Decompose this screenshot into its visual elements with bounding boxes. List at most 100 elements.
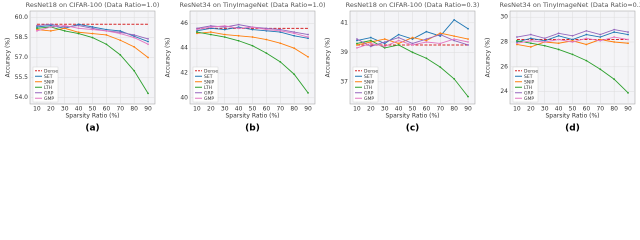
data-point bbox=[307, 33, 309, 36]
data-point bbox=[133, 45, 136, 48]
data-point bbox=[147, 56, 149, 59]
data-point bbox=[223, 36, 226, 38]
data-point bbox=[453, 39, 456, 42]
data-point bbox=[36, 28, 38, 31]
y-tick-label: 55.5 bbox=[15, 74, 29, 81]
data-point bbox=[571, 38, 574, 41]
x-axis-label: Sparsity Ratio (%) bbox=[65, 113, 119, 120]
data-point bbox=[613, 41, 616, 43]
data-point bbox=[397, 42, 400, 45]
data-point bbox=[613, 36, 616, 38]
legend-label: Dense bbox=[524, 68, 538, 74]
data-point bbox=[209, 24, 212, 27]
data-point bbox=[293, 31, 296, 33]
data-point bbox=[223, 26, 226, 29]
x-tick-label: 20 bbox=[207, 106, 215, 113]
data-point bbox=[356, 42, 358, 45]
data-point bbox=[529, 39, 532, 42]
legend-label: SET bbox=[524, 74, 533, 80]
data-point bbox=[425, 41, 428, 43]
x-tick-label: 70 bbox=[116, 106, 124, 113]
data-point bbox=[105, 34, 108, 36]
legend-box bbox=[352, 66, 379, 103]
x-tick-label: 20 bbox=[47, 106, 55, 113]
x-tick-label: 10 bbox=[33, 106, 41, 113]
data-point bbox=[599, 68, 602, 71]
data-point bbox=[49, 26, 52, 28]
data-point bbox=[77, 31, 80, 34]
data-point bbox=[411, 42, 414, 45]
data-point bbox=[585, 37, 588, 40]
data-point bbox=[557, 42, 560, 45]
data-point bbox=[613, 31, 616, 33]
data-point bbox=[411, 51, 414, 54]
data-point bbox=[571, 41, 574, 43]
data-point bbox=[119, 31, 122, 34]
x-tick-label: 90 bbox=[304, 106, 312, 113]
x-tick-label: 70 bbox=[436, 106, 444, 113]
y-axis-label: Accuracy (%) bbox=[485, 38, 492, 78]
data-point bbox=[599, 36, 602, 38]
data-point bbox=[251, 26, 254, 29]
data-point bbox=[627, 91, 629, 94]
data-point bbox=[196, 32, 198, 35]
y-tick-label: 37 bbox=[340, 78, 348, 85]
x-tick-label: 80 bbox=[450, 106, 458, 113]
legend-label: SNIP bbox=[364, 79, 375, 85]
panel-label: (a) bbox=[85, 124, 99, 134]
legend-label: SNIP bbox=[524, 79, 535, 85]
y-tick-label: 58.5 bbox=[15, 34, 29, 41]
x-tick-label: 20 bbox=[367, 106, 375, 113]
legend-label: SET bbox=[204, 74, 213, 80]
data-point bbox=[585, 43, 588, 46]
legend-label: GMP bbox=[204, 96, 214, 102]
data-point bbox=[453, 38, 456, 40]
x-tick-label: 10 bbox=[193, 106, 201, 113]
data-point bbox=[467, 27, 469, 30]
legend-label: GMP bbox=[364, 96, 374, 102]
data-point bbox=[599, 39, 602, 42]
data-point bbox=[516, 42, 518, 45]
data-point bbox=[147, 92, 149, 95]
data-point bbox=[467, 95, 469, 98]
data-point bbox=[516, 36, 518, 38]
data-point bbox=[265, 52, 268, 55]
data-point bbox=[279, 28, 282, 31]
data-point bbox=[265, 38, 268, 41]
data-point bbox=[369, 41, 372, 43]
data-point bbox=[91, 36, 94, 39]
data-point bbox=[223, 33, 226, 36]
data-point bbox=[425, 30, 428, 33]
x-tick-label: 60 bbox=[103, 106, 111, 113]
y-tick-label: 30 bbox=[500, 14, 508, 21]
data-point bbox=[147, 43, 149, 46]
data-point bbox=[91, 26, 94, 28]
data-point bbox=[425, 39, 428, 42]
data-point bbox=[529, 33, 532, 36]
y-axis-label: Accuracy (%) bbox=[5, 38, 12, 78]
legend-label: LTH bbox=[364, 85, 372, 91]
data-point bbox=[293, 47, 296, 50]
data-point bbox=[119, 30, 122, 32]
x-tick-label: 50 bbox=[249, 106, 257, 113]
x-tick-label: 70 bbox=[596, 106, 604, 113]
data-point bbox=[397, 39, 400, 42]
x-tick-label: 40 bbox=[555, 106, 563, 113]
legend-label: GRP bbox=[364, 90, 374, 96]
legend-label: SNIP bbox=[204, 79, 215, 85]
data-point bbox=[369, 42, 372, 45]
x-axis-label: Sparsity Ratio (%) bbox=[385, 113, 439, 120]
legend-label: LTH bbox=[44, 85, 52, 91]
data-point bbox=[105, 30, 108, 32]
data-point bbox=[223, 24, 226, 27]
data-point bbox=[439, 32, 442, 35]
y-tick-label: 41 bbox=[340, 19, 348, 26]
y-tick-label: 40 bbox=[180, 94, 188, 101]
data-point bbox=[356, 47, 358, 49]
data-point bbox=[383, 41, 386, 43]
x-tick-label: 40 bbox=[235, 106, 243, 113]
legend-label: SET bbox=[364, 74, 373, 80]
x-tick-label: 60 bbox=[263, 106, 271, 113]
data-point bbox=[265, 27, 268, 30]
y-tick-label: 44 bbox=[180, 45, 188, 52]
